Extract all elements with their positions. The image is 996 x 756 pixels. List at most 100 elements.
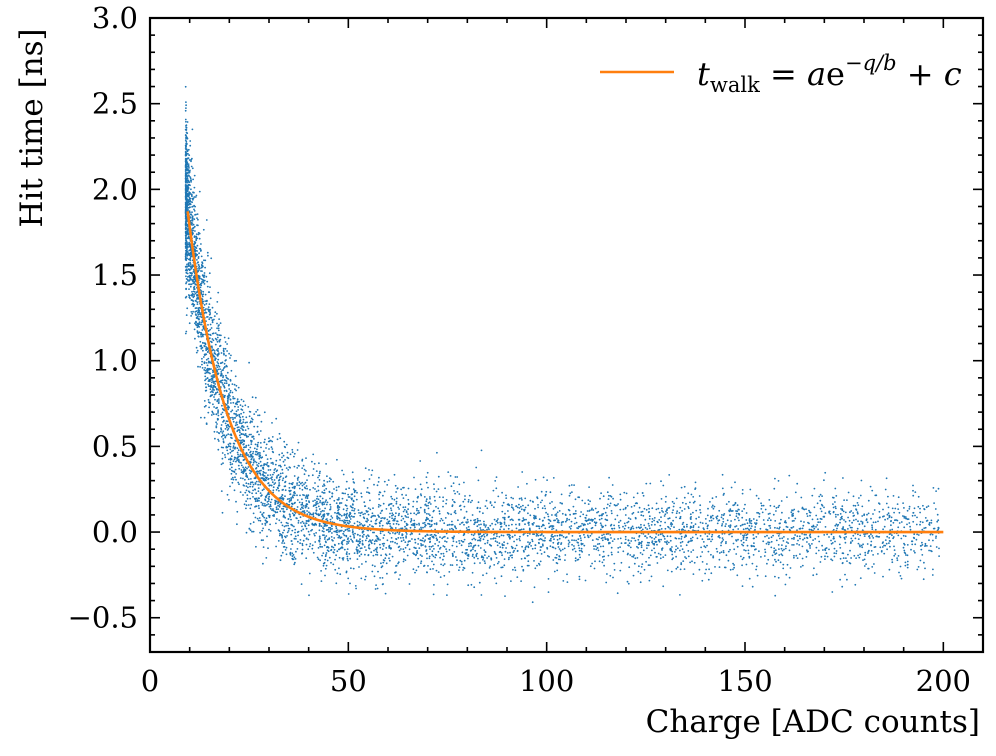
scatter-point bbox=[732, 504, 735, 507]
scatter-point bbox=[256, 443, 259, 446]
scatter-point bbox=[620, 561, 623, 564]
scatter-point bbox=[680, 545, 682, 547]
scatter-point bbox=[477, 557, 479, 560]
scatter-point bbox=[823, 506, 825, 509]
scatter-point bbox=[489, 565, 492, 568]
scatter-point bbox=[813, 506, 816, 509]
scatter-point bbox=[798, 544, 801, 546]
scatter-point bbox=[713, 505, 716, 508]
scatter-point bbox=[198, 190, 201, 193]
scatter-point bbox=[217, 350, 220, 352]
scatter-point bbox=[216, 322, 218, 325]
scatter-point bbox=[880, 550, 883, 553]
scatter-point bbox=[223, 396, 226, 399]
scatter-point bbox=[289, 510, 292, 512]
scatter-point bbox=[453, 511, 456, 514]
scatter-point bbox=[323, 525, 326, 527]
scatter-point bbox=[893, 554, 896, 557]
scatter-point bbox=[333, 499, 336, 502]
scatter-point bbox=[536, 564, 538, 567]
scatter-point bbox=[834, 513, 837, 516]
scatter-point bbox=[692, 511, 694, 514]
scatter-point bbox=[225, 434, 228, 437]
scatter-point bbox=[389, 522, 391, 525]
scatter-point bbox=[844, 541, 847, 544]
scatter-point bbox=[326, 559, 329, 562]
scatter-point bbox=[496, 535, 498, 538]
scatter-point bbox=[744, 503, 746, 506]
scatter-point bbox=[897, 508, 900, 510]
scatter-point bbox=[259, 456, 262, 458]
scatter-point bbox=[262, 502, 264, 505]
scatter-point bbox=[294, 535, 297, 538]
scatter-point bbox=[293, 537, 296, 540]
scatter-point bbox=[318, 479, 321, 481]
scatter-point bbox=[206, 348, 209, 351]
scatter-point bbox=[191, 167, 194, 170]
scatter-point bbox=[267, 474, 269, 477]
scatter-point bbox=[266, 504, 268, 506]
scatter-point bbox=[275, 508, 278, 511]
scatter-point bbox=[446, 512, 449, 514]
scatter-point bbox=[307, 538, 310, 541]
scatter-point bbox=[296, 449, 299, 451]
scatter-point bbox=[326, 481, 329, 483]
scatter-point bbox=[641, 553, 644, 556]
scatter-point bbox=[416, 500, 418, 503]
scatter-point bbox=[186, 243, 189, 246]
scatter-point bbox=[239, 431, 241, 434]
scatter-point bbox=[344, 529, 347, 531]
scatter-point bbox=[276, 477, 278, 479]
scatter-point bbox=[290, 540, 293, 542]
scatter-point bbox=[366, 491, 368, 493]
scatter-point bbox=[320, 515, 323, 518]
scatter-point bbox=[211, 347, 214, 349]
scatter-point bbox=[893, 549, 896, 551]
scatter-point bbox=[610, 495, 613, 498]
scatter-point bbox=[434, 556, 437, 559]
scatter-point bbox=[754, 528, 756, 531]
scatter-point bbox=[429, 497, 431, 500]
scatter-point bbox=[473, 586, 476, 589]
scatter-point bbox=[352, 478, 354, 481]
scatter-point bbox=[299, 516, 302, 519]
scatter-point bbox=[258, 499, 260, 502]
scatter-point bbox=[275, 489, 278, 491]
scatter-point bbox=[503, 516, 506, 519]
scatter-point bbox=[347, 559, 349, 562]
scatter-point bbox=[694, 487, 697, 490]
scatter-point bbox=[723, 492, 725, 495]
scatter-point bbox=[587, 499, 590, 501]
scatter-point bbox=[189, 199, 192, 202]
scatter-point bbox=[675, 545, 678, 547]
scatter-point bbox=[672, 519, 674, 522]
scatter-point bbox=[249, 485, 252, 488]
scatter-point bbox=[376, 554, 379, 556]
scatter-point bbox=[256, 425, 259, 428]
scatter-point bbox=[296, 479, 299, 481]
scatter-point bbox=[437, 488, 440, 490]
scatter-point bbox=[685, 544, 688, 547]
scatter-point bbox=[851, 526, 853, 529]
scatter-point bbox=[275, 500, 278, 503]
scatter-point bbox=[319, 500, 322, 502]
scatter-point bbox=[229, 442, 231, 445]
scatter-point bbox=[192, 178, 195, 181]
scatter-point bbox=[558, 555, 561, 557]
scatter-point bbox=[245, 485, 248, 487]
scatter-point bbox=[909, 528, 912, 531]
scatter-point bbox=[207, 411, 210, 414]
scatter-point bbox=[454, 512, 457, 515]
scatter-point bbox=[297, 534, 299, 537]
scatter-point bbox=[240, 469, 243, 471]
scatter-point bbox=[288, 466, 291, 468]
scatter-point bbox=[186, 121, 189, 123]
scatter-point bbox=[634, 539, 637, 542]
scatter-point bbox=[245, 482, 248, 485]
scatter-point bbox=[270, 462, 273, 464]
scatter-point bbox=[487, 526, 490, 529]
scatter-point bbox=[323, 492, 326, 494]
scatter-point bbox=[710, 519, 713, 522]
scatter-point bbox=[190, 188, 192, 191]
scatter-point bbox=[338, 530, 340, 533]
